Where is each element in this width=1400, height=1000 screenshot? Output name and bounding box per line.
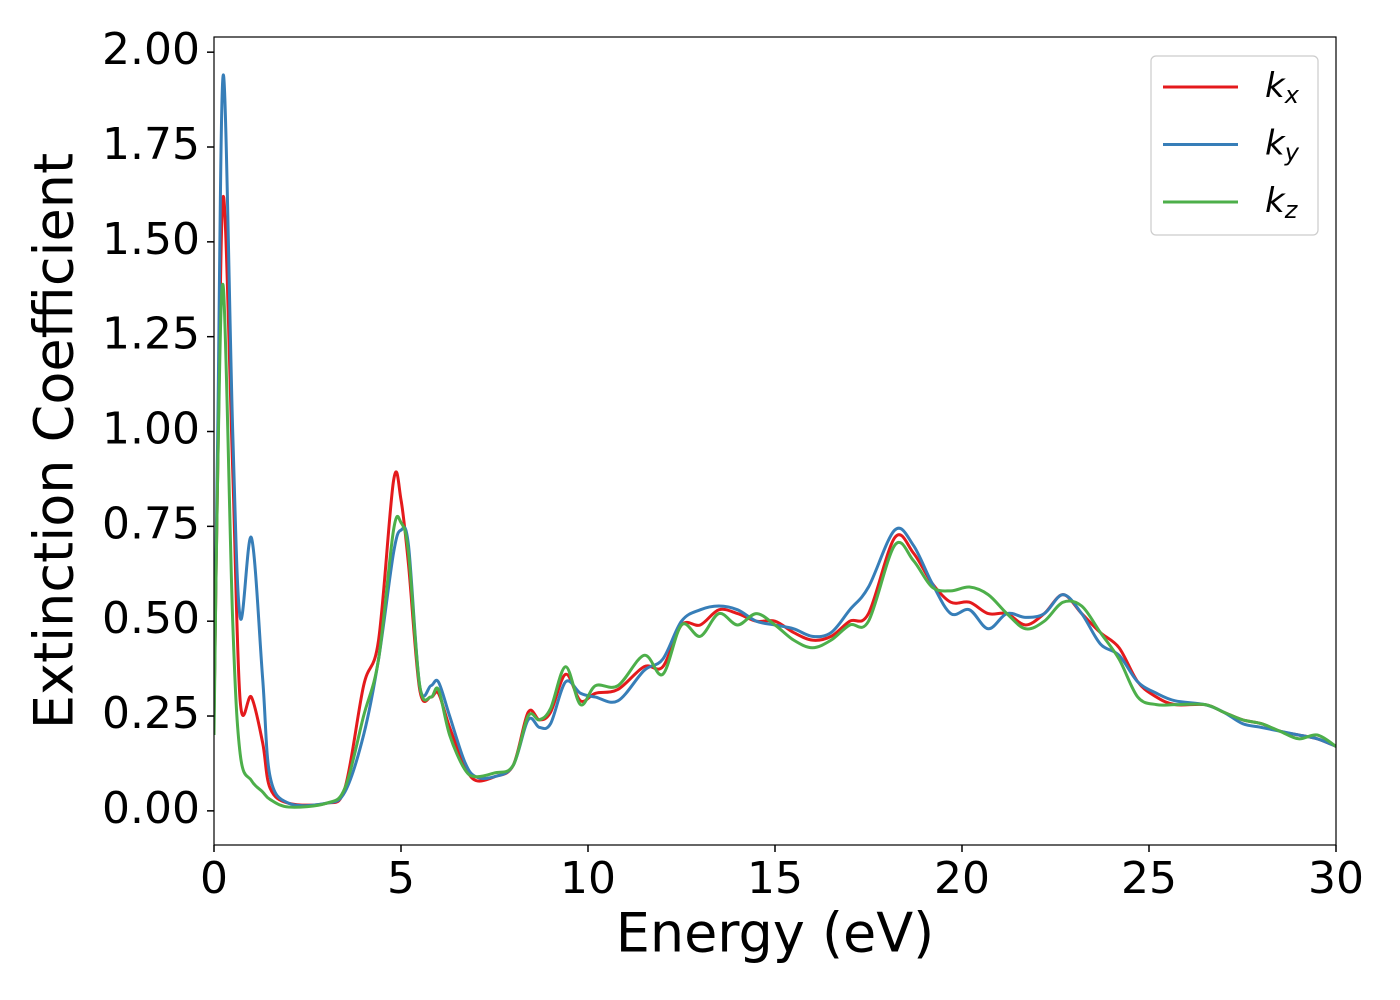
x-axis-label: Energy (eV) bbox=[616, 902, 935, 965]
y-tick-label: 1.50 bbox=[102, 214, 200, 265]
plot-frame bbox=[213, 36, 1337, 846]
x-tick-label: 25 bbox=[1121, 853, 1177, 904]
x-tick-label: 20 bbox=[934, 853, 990, 904]
data-line bbox=[214, 73, 1336, 808]
y-tick-label: 0.50 bbox=[102, 593, 200, 644]
y-tick-label: 2.00 bbox=[102, 24, 200, 75]
y-tick-label: 1.00 bbox=[102, 404, 200, 455]
x-tick-label: 10 bbox=[560, 853, 616, 904]
legend-label: kz bbox=[1265, 181, 1299, 225]
legend: kx ky kz bbox=[1150, 55, 1319, 236]
x-tick-label: 15 bbox=[747, 853, 803, 904]
data-line bbox=[214, 282, 1336, 809]
x-tick-label: 0 bbox=[200, 853, 228, 904]
x-tick-label: 30 bbox=[1308, 853, 1364, 904]
x-tick-label: 5 bbox=[387, 853, 415, 904]
data-line bbox=[214, 194, 1336, 807]
y-tick-label: 0.75 bbox=[102, 498, 200, 549]
y-axis-label: Extinction Coefficient bbox=[23, 153, 86, 729]
y-tick-label: 0.25 bbox=[102, 688, 200, 739]
y-tick-label: 0.00 bbox=[102, 783, 200, 834]
y-tick-label: 1.25 bbox=[102, 309, 200, 360]
y-tick-label: 1.75 bbox=[102, 119, 200, 170]
legend-label: kx bbox=[1265, 66, 1300, 110]
legend-label: ky bbox=[1265, 123, 1300, 167]
